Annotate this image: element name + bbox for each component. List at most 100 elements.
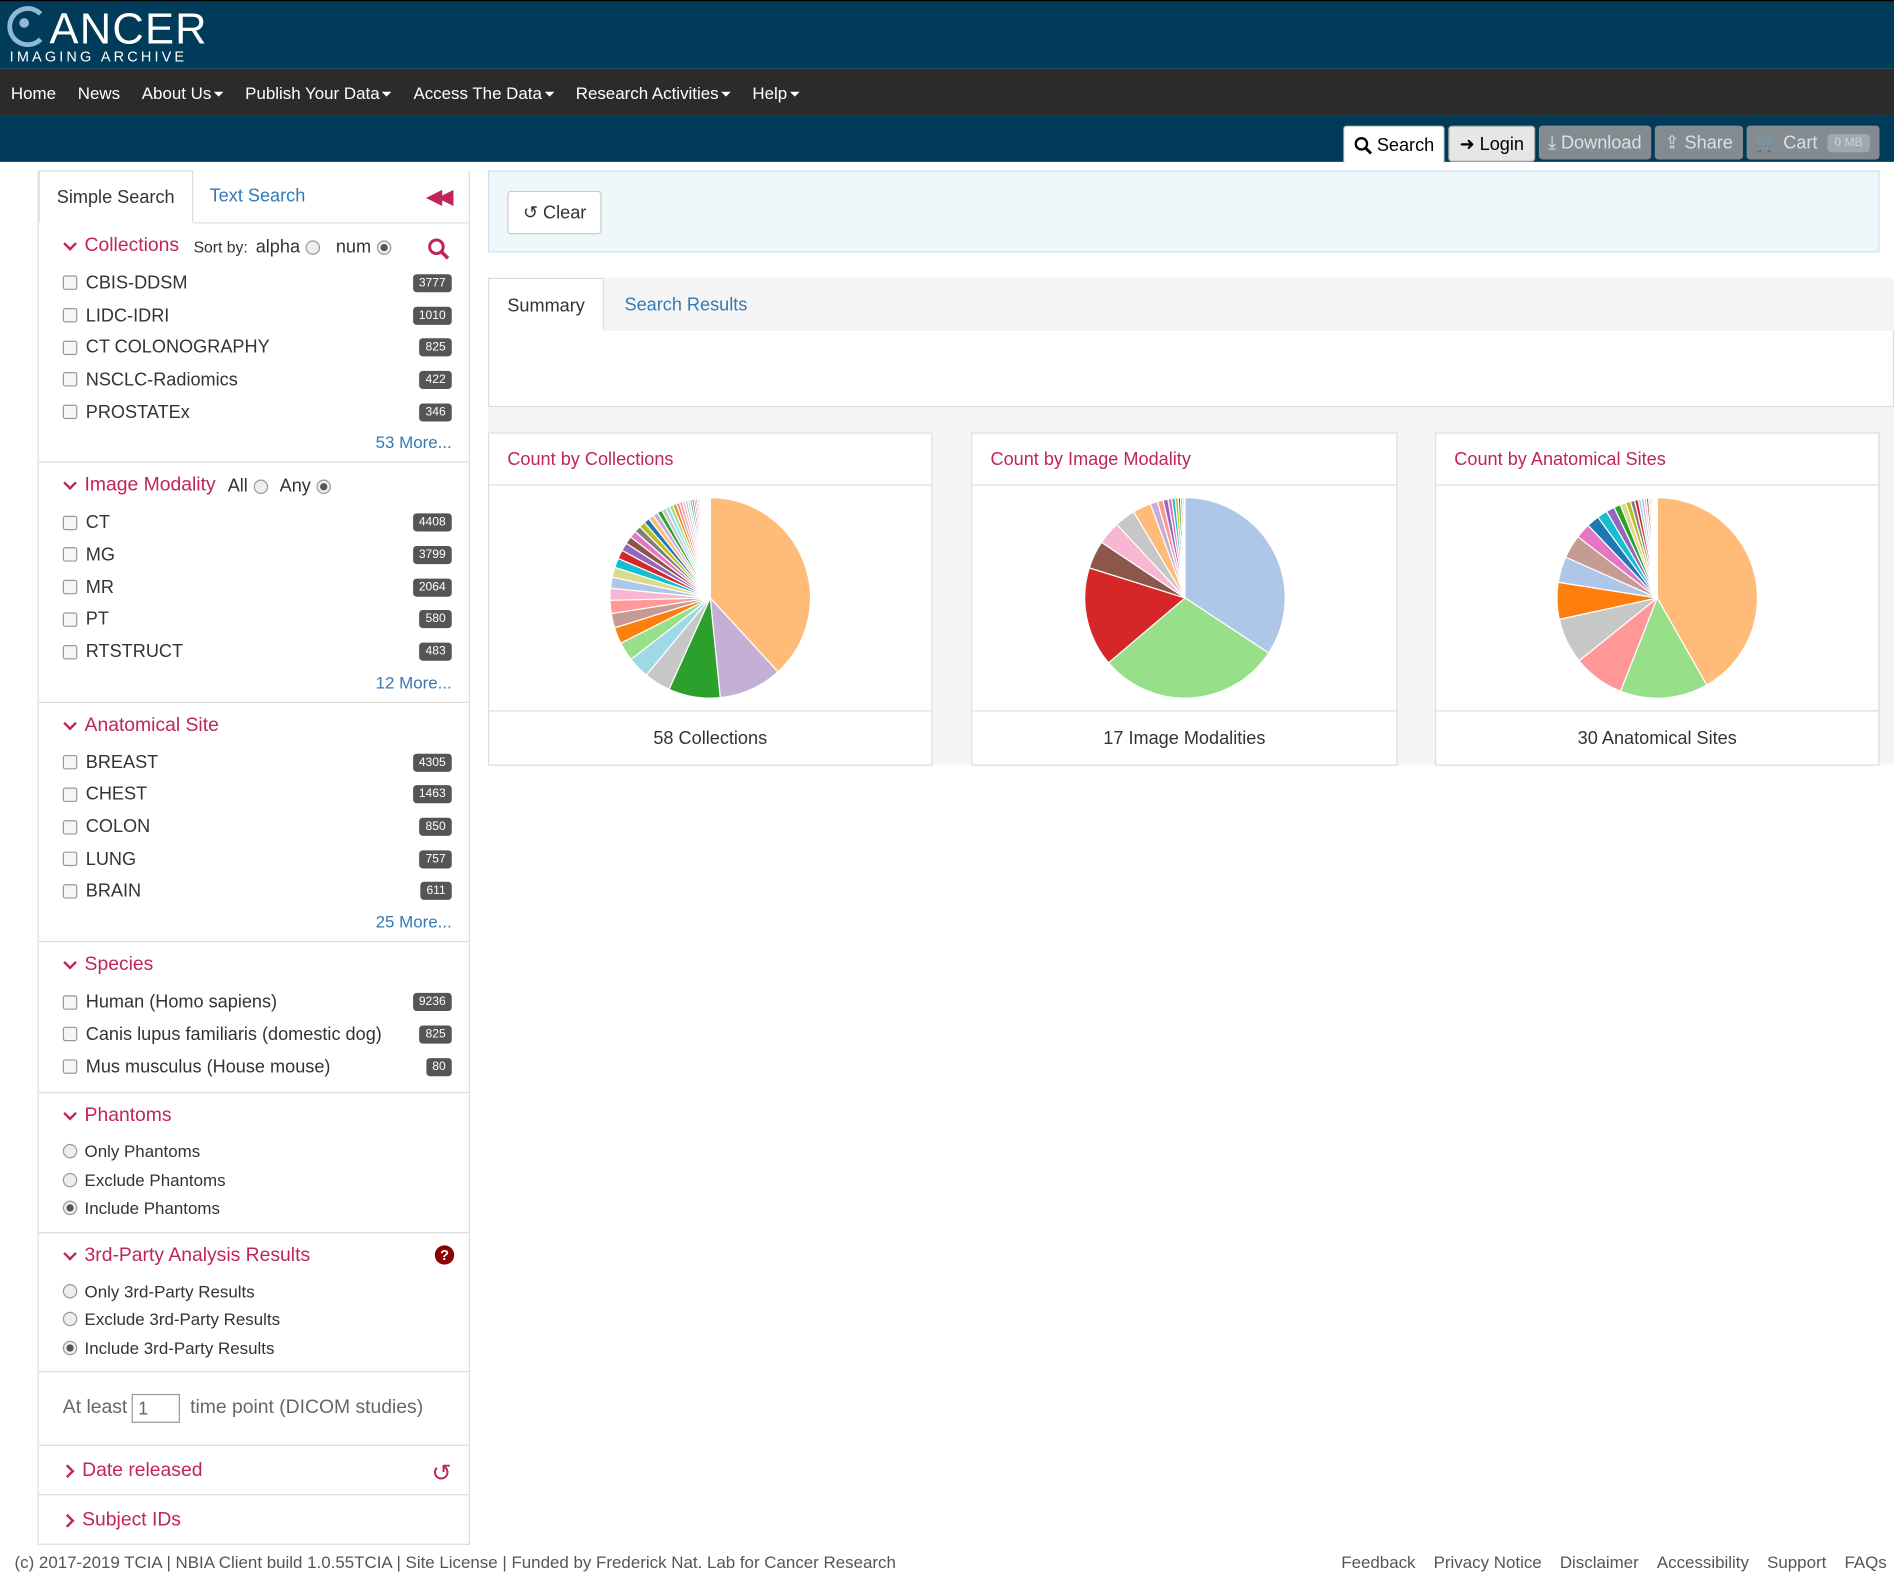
footer-link[interactable]: Disclaimer	[1560, 1552, 1639, 1571]
share-button[interactable]: ⇪ Share	[1655, 126, 1743, 160]
question-circle-icon[interactable]: ?	[435, 1245, 454, 1264]
radio-button[interactable]	[63, 1144, 77, 1158]
main-nav: Home News About Us Publish Your Data Acc…	[0, 69, 1894, 116]
list-item[interactable]: LUNG 757	[63, 843, 452, 875]
list-item[interactable]: PT 580	[63, 603, 452, 635]
list-item[interactable]: BRAIN 611	[63, 875, 452, 907]
count-badge: 483	[420, 643, 452, 661]
checkbox[interactable]	[63, 548, 77, 562]
radio-button[interactable]	[63, 1340, 77, 1354]
list-item[interactable]: COLON 850	[63, 811, 452, 843]
checkbox[interactable]	[63, 852, 77, 866]
clear-button[interactable]: ↺ Clear	[507, 191, 602, 234]
collections-title: Collections	[85, 236, 180, 258]
login-button[interactable]: ➜ Login	[1449, 126, 1535, 162]
collections-search-icon[interactable]	[428, 238, 450, 260]
list-item[interactable]: RTSTRUCT 483	[63, 636, 452, 668]
list-item[interactable]: CBIS-DDSM 3777	[63, 267, 452, 299]
match-any-radio[interactable]	[317, 479, 331, 493]
checkbox[interactable]	[63, 340, 77, 354]
footer-link[interactable]: Support	[1767, 1552, 1826, 1571]
radio-option[interactable]: Only 3rd-Party Results	[63, 1277, 452, 1305]
modality-pie-chart[interactable]	[1082, 495, 1287, 700]
checkbox[interactable]	[63, 612, 77, 626]
nav-home[interactable]: Home	[11, 83, 56, 102]
collections-header[interactable]: Collections Sort by: alpha num	[63, 236, 452, 258]
checkbox[interactable]	[63, 644, 77, 658]
tab-search-results[interactable]: Search Results	[606, 278, 765, 331]
list-item[interactable]: CT COLONOGRAPHY 825	[63, 331, 452, 363]
radio-option[interactable]: Include Phantoms	[63, 1194, 452, 1222]
checkbox[interactable]	[63, 1027, 77, 1041]
anatomical-header[interactable]: Anatomical Site	[63, 715, 452, 737]
list-item[interactable]: CHEST 1463	[63, 779, 452, 811]
timepoint-input[interactable]	[132, 1394, 180, 1423]
footer-link[interactable]: Privacy Notice	[1434, 1552, 1542, 1571]
checkbox[interactable]	[63, 516, 77, 530]
list-item[interactable]: Human (Homo sapiens) 9236	[63, 986, 452, 1018]
list-item[interactable]: MR 2064	[63, 571, 452, 603]
footer-link[interactable]: FAQs	[1844, 1552, 1886, 1571]
checkbox[interactable]	[63, 373, 77, 387]
list-item[interactable]: Mus musculus (House mouse) 80	[63, 1050, 452, 1082]
footer-link[interactable]: Accessibility	[1657, 1552, 1749, 1571]
checkbox[interactable]	[63, 787, 77, 801]
checkbox[interactable]	[63, 1059, 77, 1073]
collections-pie-chart[interactable]	[608, 495, 813, 700]
radio-button[interactable]	[63, 1312, 77, 1326]
nav-access[interactable]: Access The Data	[413, 83, 554, 102]
checkbox[interactable]	[63, 884, 77, 898]
list-item[interactable]: NSCLC-Radiomics 422	[63, 364, 452, 396]
checkbox[interactable]	[63, 276, 77, 290]
radio-option[interactable]: Exclude Phantoms	[63, 1165, 452, 1193]
reset-icon[interactable]: ↺	[432, 1458, 452, 1488]
list-item[interactable]: BREAST 4305	[63, 746, 452, 778]
checkbox[interactable]	[63, 405, 77, 419]
collections-more-link[interactable]: 53 More...	[63, 433, 452, 452]
sort-num-radio[interactable]	[377, 240, 391, 254]
nav-about[interactable]: About Us	[142, 83, 224, 102]
collapse-sidebar-icon[interactable]: ◀◀	[427, 185, 449, 209]
checkbox[interactable]	[63, 580, 77, 594]
sort-alpha-radio[interactable]	[306, 240, 320, 254]
radio-option[interactable]: Include 3rd-Party Results	[63, 1333, 452, 1361]
count-badge: 422	[420, 371, 452, 389]
anatomical-more-link[interactable]: 25 More...	[63, 912, 452, 931]
third-party-header[interactable]: 3rd-Party Analysis Results	[63, 1245, 452, 1267]
date-released-header[interactable]: Date released	[63, 1461, 452, 1483]
checkbox[interactable]	[63, 755, 77, 769]
anatomical-pie-chart[interactable]	[1555, 495, 1760, 700]
checkbox[interactable]	[63, 995, 77, 1009]
list-item[interactable]: Canis lupus familiaris (domestic dog) 825	[63, 1018, 452, 1050]
nav-publish[interactable]: Publish Your Data	[245, 83, 392, 102]
tab-summary[interactable]: Summary	[488, 278, 604, 334]
modality-more-link[interactable]: 12 More...	[63, 673, 452, 692]
download-button[interactable]: ⤓ Download	[1538, 126, 1651, 160]
radio-button[interactable]	[63, 1172, 77, 1186]
nav-help[interactable]: Help	[752, 83, 799, 102]
subject-ids-header[interactable]: Subject IDs	[63, 1510, 452, 1532]
radio-option[interactable]: Only Phantoms	[63, 1137, 452, 1165]
list-item[interactable]: CT 4408	[63, 507, 452, 539]
tcia-logo[interactable]: ANCER IMAGING ARCHIVE	[7, 6, 208, 64]
tab-text-search[interactable]: Text Search	[193, 170, 323, 222]
phantoms-header[interactable]: Phantoms	[63, 1106, 452, 1128]
checkbox[interactable]	[63, 308, 77, 322]
checkbox[interactable]	[63, 820, 77, 834]
list-item[interactable]: PROSTATEx 346	[63, 396, 452, 428]
cart-button[interactable]: 🛒 Cart 0 MB	[1746, 126, 1879, 160]
match-all-radio[interactable]	[254, 479, 268, 493]
species-header[interactable]: Species	[63, 955, 452, 977]
radio-button[interactable]	[63, 1201, 77, 1215]
nav-research[interactable]: Research Activities	[576, 83, 731, 102]
list-item[interactable]: MG 3799	[63, 539, 452, 571]
search-button[interactable]: Search	[1343, 126, 1445, 163]
footer-link[interactable]: Feedback	[1341, 1552, 1415, 1571]
radio-option[interactable]: Exclude 3rd-Party Results	[63, 1305, 452, 1333]
app-toolbar: Search ➜ Login ⤓ Download ⇪ Share 🛒 Cart…	[0, 116, 1894, 162]
nav-news[interactable]: News	[78, 83, 120, 102]
radio-button[interactable]	[63, 1284, 77, 1298]
modality-header[interactable]: Image Modality All Any	[63, 475, 452, 497]
tab-simple-search[interactable]: Simple Search	[39, 170, 193, 223]
list-item[interactable]: LIDC-IDRI 1010	[63, 299, 452, 331]
